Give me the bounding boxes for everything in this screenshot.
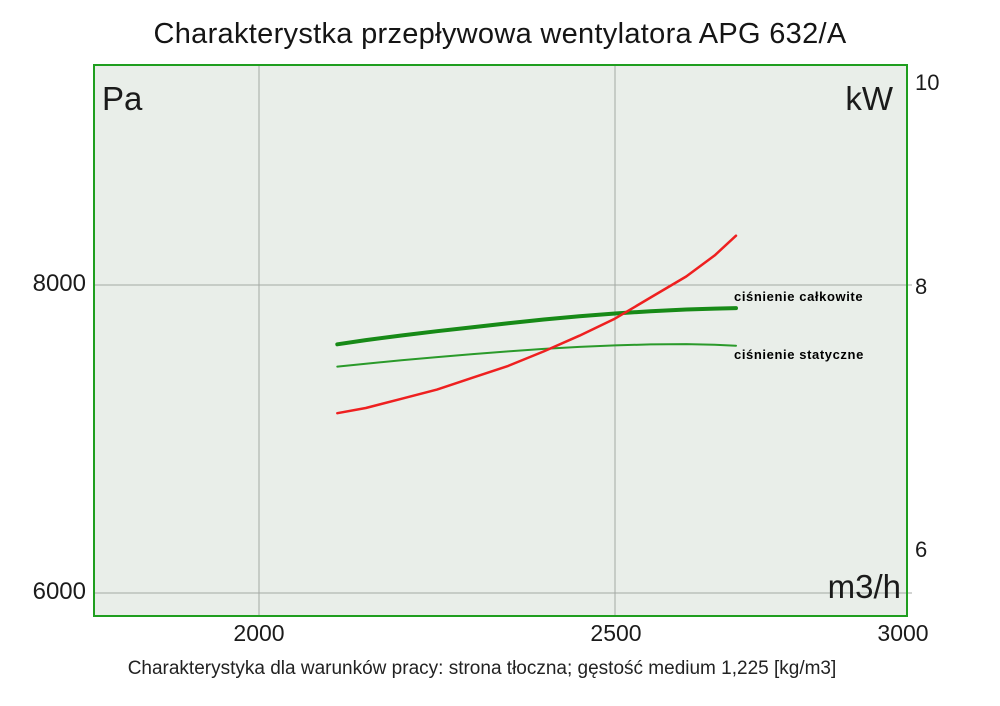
x-tick-3000: 3000: [877, 620, 929, 646]
x-axis-unit-label: m3/h: [827, 568, 901, 605]
plot-area-border: [93, 64, 908, 617]
x-tick-2500: 2500: [590, 620, 642, 646]
plot-area-background: [93, 64, 908, 617]
curve-ciśnienie-statyczne: [336, 343, 737, 368]
y-left-tick-6000: 6000: [32, 578, 86, 605]
y-right-tick-10: 10: [915, 70, 940, 95]
y-left-unit-label: Pa: [102, 80, 143, 117]
chart-title: Charakterystka przepływowa wentylatora A…: [153, 18, 847, 50]
y-right-unit-label: kW: [845, 80, 893, 117]
curve-ciśnienie-całkowite: [335, 306, 738, 347]
x-tick-2000: 2000: [233, 620, 285, 646]
y-left-tick-8000: 8000: [32, 270, 86, 297]
legend-total-pressure: ciśnienie całkowite: [734, 289, 864, 304]
legend-static-pressure: ciśnienie statyczne: [734, 347, 864, 362]
chart-caption: Charakterystyka dla warunków pracy: stro…: [127, 658, 837, 679]
curve-moc: [336, 234, 738, 415]
y-right-tick-6: 6: [915, 537, 928, 562]
y-right-tick-8: 8: [915, 274, 928, 299]
